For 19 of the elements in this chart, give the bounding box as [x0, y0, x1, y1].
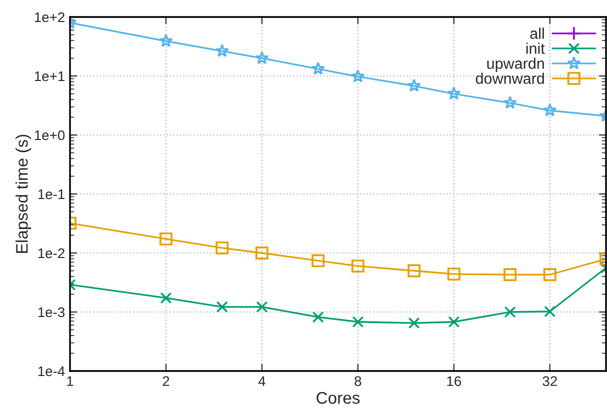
x-tick-label: 32 — [542, 376, 557, 386]
x-tick-label: 16 — [447, 376, 462, 386]
x-tick-label: 2 — [162, 376, 170, 386]
y-tick-label: 1e-1 — [38, 189, 64, 200]
y-tick-label: 1e+0 — [34, 130, 65, 140]
x-tick-label: 1 — [67, 376, 74, 386]
legend-label: init — [526, 42, 545, 54]
y-tick-label: 1e+2 — [34, 12, 64, 22]
y-tick-label: 1e-2 — [38, 248, 64, 258]
y-axis-title: Elapsed time (s) — [16, 134, 32, 253]
legend-label: downward — [476, 72, 544, 84]
y-tick-label: 1e-4 — [38, 366, 65, 376]
legend-label: upwardn — [487, 58, 544, 72]
x-axis-title: Cores — [316, 392, 360, 404]
y-tick-label: 1e+1 — [34, 71, 64, 82]
x-tick-label: 4 — [258, 376, 266, 386]
y-tick-label: 1e-3 — [38, 307, 65, 318]
legend-label: all — [530, 28, 544, 39]
x-tick-label: 8 — [354, 376, 362, 386]
